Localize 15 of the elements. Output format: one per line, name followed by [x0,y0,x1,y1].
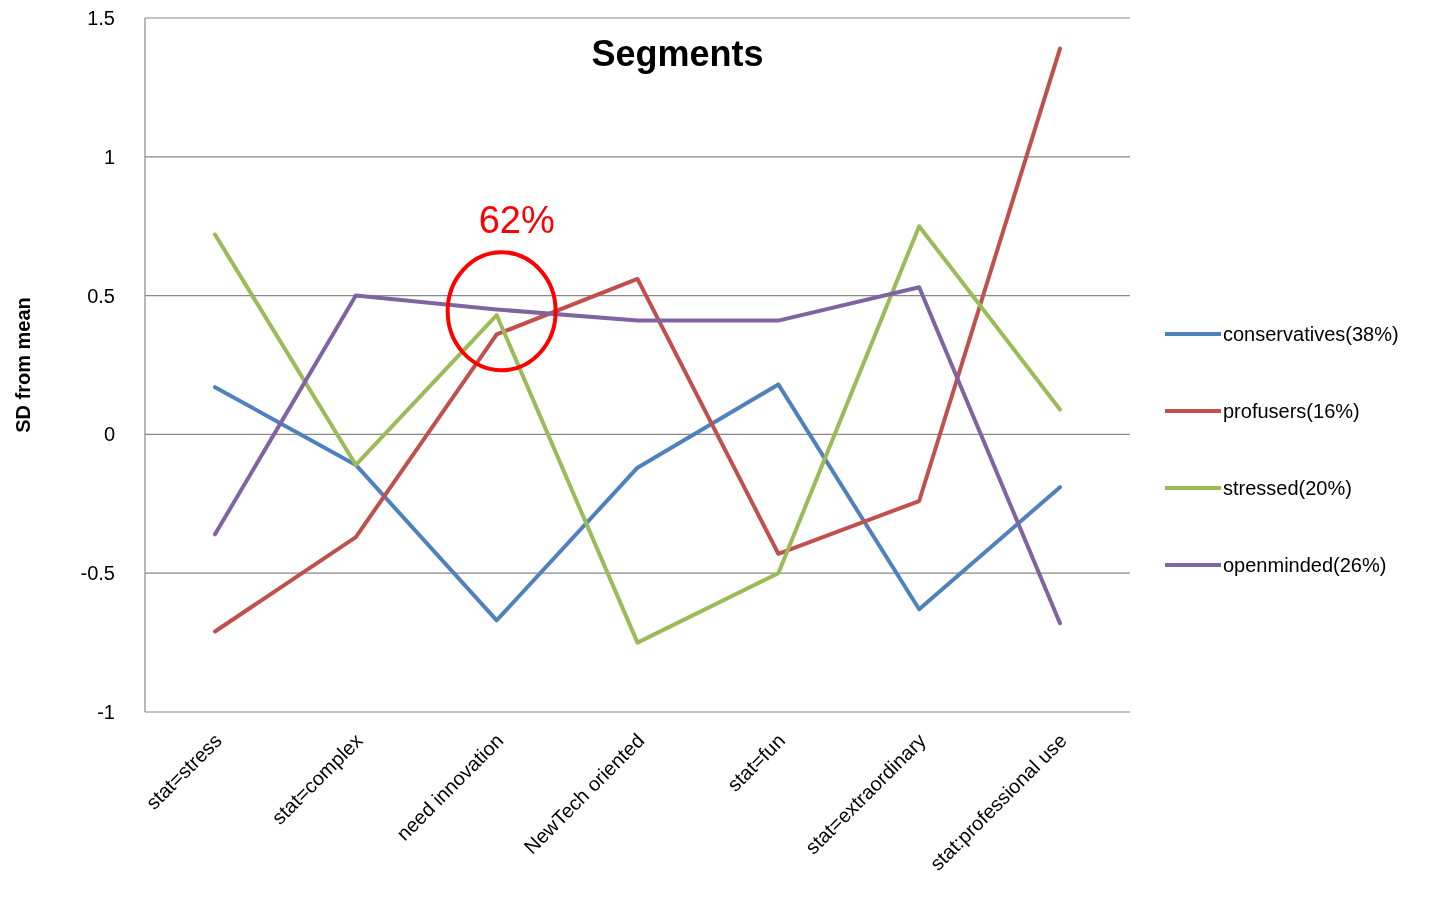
legend-label: conservatives(38%) [1223,323,1399,345]
legend-label: stressed(20%) [1223,477,1352,499]
legend-label: profusers(16%) [1223,400,1360,422]
y-tick-label: -1 [97,701,115,723]
annotation: 62% [478,199,555,242]
y-axis-title: SD from mean [12,297,34,433]
legend-label: openminded(26%) [1223,554,1387,576]
y-tick-label: -0.5 [80,562,115,585]
y-tick-label: 1 [103,145,115,168]
chart-title: Segments [591,33,764,74]
y-tick-label: 1.5 [87,7,115,29]
y-tick-label: 0.5 [87,284,115,307]
line-series [213,285,1062,626]
line-series [213,382,1062,623]
y-tick-label: 0 [103,423,115,446]
